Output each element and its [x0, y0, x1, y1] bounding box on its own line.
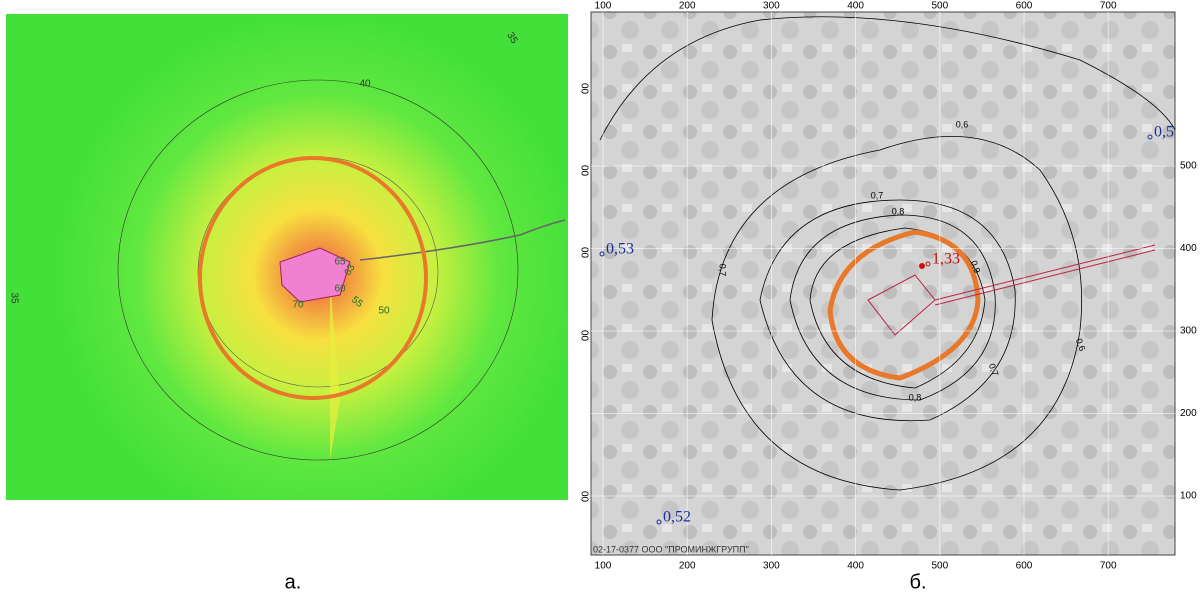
photo-map — [591, 12, 1175, 555]
x-tick-label: 200 — [679, 1, 696, 12]
point-marker — [925, 261, 931, 267]
x-tick-label: 700 — [1100, 561, 1117, 572]
caption: а. — [285, 571, 302, 593]
site — [279, 247, 351, 303]
y-tick-label: 400 — [1180, 243, 1197, 254]
contour-label: 40 — [359, 79, 371, 90]
point-label: 1,33 — [932, 251, 960, 268]
contour-label: 0,9 — [969, 259, 983, 274]
x-tick-label: 600 — [1016, 1, 1033, 12]
y-tick-label: 00 — [578, 491, 589, 503]
contour-label: 0,7 — [718, 264, 728, 277]
contour-label: 0,8 — [892, 206, 905, 216]
road — [359, 219, 566, 261]
contour — [759, 199, 1016, 422]
contour-label: 0,8 — [909, 392, 922, 402]
y-tick-label: 00 — [578, 330, 589, 342]
panel-b — [590, 11, 1176, 556]
point-marker — [599, 251, 605, 257]
frame — [590, 11, 1176, 556]
x-tick-label: 200 — [679, 561, 696, 572]
contour-label: 35 — [504, 31, 519, 47]
contour-label: 63 — [343, 262, 358, 278]
x-tick-label: 400 — [847, 561, 864, 572]
x-tick-label: 400 — [847, 1, 864, 12]
x-tick-label: 300 — [763, 561, 780, 572]
contour-label: 0,6 — [1074, 337, 1088, 352]
contour-label: 0,7 — [871, 190, 884, 200]
plume — [330, 280, 340, 460]
panel-a — [6, 14, 568, 500]
y-tick-label: 00 — [578, 247, 589, 259]
y-tick-label: 200 — [1180, 408, 1197, 419]
x-tick-label: 500 — [931, 561, 948, 572]
point-label: 0,53 — [606, 241, 634, 258]
contour-label: 50 — [378, 306, 390, 317]
x-tick-label: 500 — [931, 1, 948, 12]
point-label: 0,52 — [663, 509, 691, 526]
x-tick-label: 300 — [763, 1, 780, 12]
contour-label: 60 — [334, 284, 346, 295]
contour-label: 0,7 — [987, 362, 1001, 377]
x-tick-label: 100 — [595, 1, 612, 12]
y-tick-label: 500 — [1180, 161, 1197, 172]
contour-label: 0,6 — [956, 119, 969, 129]
contour-label: 65 — [334, 257, 346, 268]
contour — [711, 136, 1083, 491]
contour — [789, 214, 996, 401]
footer: 02-17-0377 ООО "ПРОМИНЖГРУПП" — [593, 544, 749, 554]
zone-circle — [198, 156, 428, 400]
caption: б. — [909, 571, 926, 593]
contour — [599, 16, 1176, 141]
max-point — [919, 263, 925, 269]
heat-map — [6, 14, 568, 500]
contour — [809, 227, 986, 389]
x-tick-label: 700 — [1100, 1, 1117, 12]
x-tick-label: 600 — [1016, 561, 1033, 572]
y-tick-label: 100 — [1180, 491, 1197, 502]
contour — [117, 79, 519, 461]
contour-label: 35 — [8, 292, 19, 304]
y-tick-label: 00 — [578, 165, 589, 177]
point-marker — [656, 519, 662, 525]
point-marker — [1147, 134, 1153, 140]
road — [934, 244, 1156, 306]
y-tick-label: 00 — [578, 83, 589, 95]
y-tick-label: 300 — [1180, 326, 1197, 337]
point-label: 0,5 — [1154, 124, 1174, 141]
x-tick-label: 100 — [595, 561, 612, 572]
contour-label: 70 — [292, 300, 304, 311]
